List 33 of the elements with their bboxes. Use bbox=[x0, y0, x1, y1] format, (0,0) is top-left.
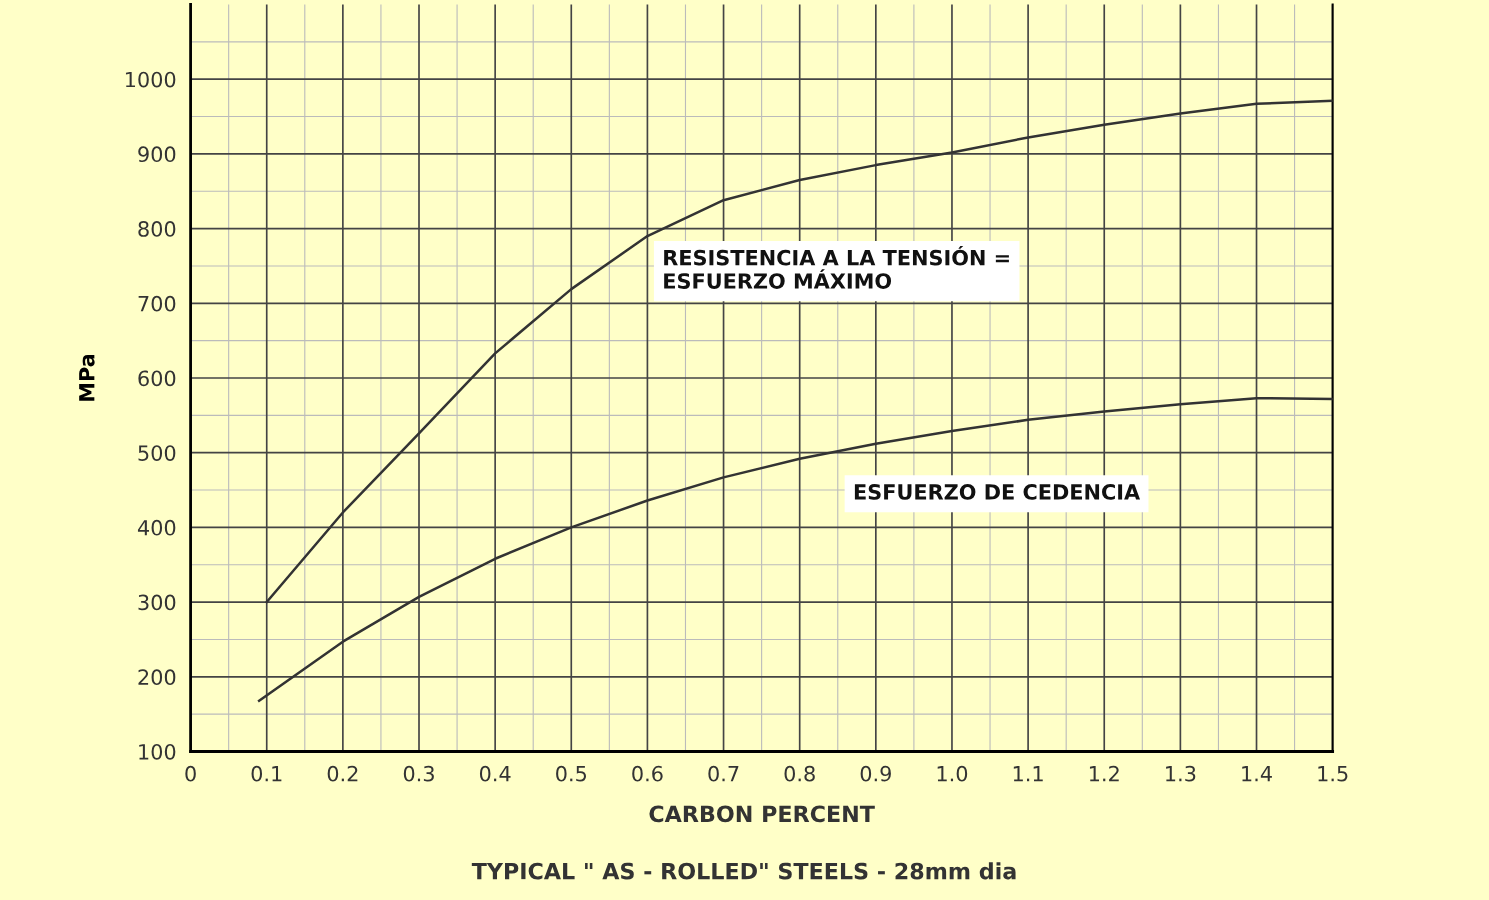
y-tick-label: 800 bbox=[138, 221, 176, 237]
y-tick-label: 1000 bbox=[125, 71, 176, 88]
x-tick-label: 0.2 bbox=[327, 765, 358, 782]
line-series bbox=[265, 99, 1333, 604]
x-tick-label: 1.4 bbox=[1242, 766, 1272, 782]
x-tick-label: 0.9 bbox=[860, 765, 891, 782]
line-series bbox=[257, 396, 1333, 702]
x-tick-label: 1.5 bbox=[1318, 766, 1348, 782]
y-tick-label: 500 bbox=[138, 445, 176, 461]
x-tick-label: 0.8 bbox=[784, 765, 815, 782]
y-tick-label: 200 bbox=[138, 669, 176, 686]
y-tick-label: 400 bbox=[137, 519, 176, 536]
y-tick-label: 700 bbox=[138, 295, 176, 312]
y-tick-label: 300 bbox=[138, 594, 176, 611]
x-tick-label: 0.7 bbox=[708, 765, 739, 782]
y-tick-label: 900 bbox=[138, 146, 176, 163]
y-tick-label: 100 bbox=[139, 743, 176, 760]
x-tick-label: 0.4 bbox=[479, 765, 511, 782]
x-tick-label: 0.3 bbox=[403, 765, 434, 782]
x-tick-label: 0.1 bbox=[251, 765, 282, 782]
x-tick-label: 1.0 bbox=[937, 765, 968, 782]
y-tick-label: 600 bbox=[138, 370, 176, 387]
x-tick-label: 0.5 bbox=[556, 765, 587, 782]
x-tick-label: 0.6 bbox=[632, 765, 663, 782]
x-axis-title: CARBON PERCENT bbox=[649, 805, 875, 823]
annotation: RESISTENCIA A LA TENSIÓN = ESFUERZO MÁXIMO bbox=[664, 245, 1009, 289]
x-tick-label: 0 bbox=[185, 765, 196, 782]
y-axis-title: MPa bbox=[79, 354, 95, 401]
text: TYPICAL " AS - ROLLED" STEELS - 28mm dia bbox=[471, 862, 1016, 880]
x-tick-label: 1.3 bbox=[1166, 765, 1196, 782]
annotation: ESFUERZO DE CEDENCIA bbox=[854, 484, 1141, 500]
x-tick-label: 1.2 bbox=[1089, 765, 1119, 782]
x-tick-label: 1.1 bbox=[1013, 766, 1043, 782]
